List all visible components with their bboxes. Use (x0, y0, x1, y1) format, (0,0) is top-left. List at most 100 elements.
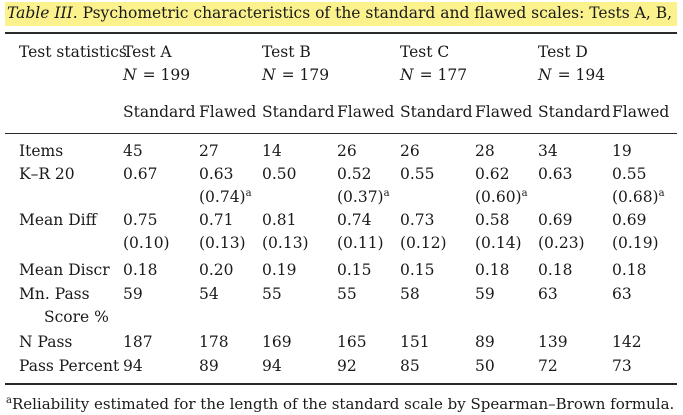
table-cell: 59 (475, 285, 495, 303)
table-cell: 0.63 (199, 165, 234, 183)
row-label: K–R 20 (19, 165, 75, 183)
table-cell: 0.73 (400, 211, 435, 229)
table-cell: 45 (123, 142, 143, 160)
footnote-ref: a (521, 188, 528, 199)
table-cell: 34 (538, 142, 558, 160)
table-cell: 0.62 (475, 165, 510, 183)
table-cell-secondary: (0.13) (199, 233, 246, 253)
secondary-value: (0.19) (612, 234, 659, 252)
table-cell: 0.63 (538, 165, 573, 183)
table-cell: 0.81 (262, 211, 297, 229)
test-header-name: Test C (400, 43, 450, 61)
table-cell: 0.18 (612, 261, 647, 279)
test-header-n: N = 177 (400, 65, 467, 85)
secondary-value: (0.13) (262, 234, 309, 252)
footnote-text: Reliability estimated for the length of … (11, 395, 675, 413)
table-cell: 0.55 (400, 165, 435, 183)
secondary-value: (0.12) (400, 234, 447, 252)
table-cell: 63 (612, 285, 632, 303)
footnote-ref: a (245, 188, 252, 199)
test-header-n: N = 199 (123, 65, 190, 85)
sample-size-label: N (123, 66, 137, 84)
table-cell: 92 (337, 357, 357, 375)
secondary-value: (0.23) (538, 234, 585, 252)
row-label: Mean Diff (19, 211, 97, 229)
column-subheader: Flawed (475, 103, 533, 121)
table-cell: 0.20 (199, 261, 234, 279)
table-cell: 0.19 (262, 261, 297, 279)
table-cell: 0.67 (123, 165, 158, 183)
table-cell: 55 (337, 285, 357, 303)
table-cell: 94 (262, 357, 282, 375)
table-cell: 0.18 (538, 261, 573, 279)
table-cell: 72 (538, 357, 558, 375)
row-label: Mean Discr (19, 261, 110, 279)
table-caption-text: Psychometric characteristics of the stan… (82, 4, 677, 22)
test-header-n: N = 194 (538, 65, 605, 85)
table-cell: 0.71 (199, 211, 234, 229)
table-cell: 0.74 (337, 211, 372, 229)
table-cell-secondary: (0.10) (123, 233, 170, 253)
header-stub: Test statistics (19, 43, 127, 61)
secondary-value: (0.60) (475, 188, 522, 206)
row-label: Pass Percent (19, 357, 120, 375)
table-cell-secondary: (0.11) (337, 233, 384, 253)
table-cell-secondary: (0.68)a (612, 187, 665, 207)
row-label: Score % (44, 308, 109, 326)
table-cell-secondary: (0.60)a (475, 187, 528, 207)
column-subheader: Standard (400, 103, 473, 121)
table-cell: 28 (475, 142, 495, 160)
secondary-value: (0.37) (337, 188, 384, 206)
column-subheader: Standard (123, 103, 196, 121)
column-subheader: Flawed (612, 103, 670, 121)
test-header-name: Test B (262, 43, 311, 61)
table-cell: 89 (475, 333, 495, 351)
table-cell: 55 (262, 285, 282, 303)
sample-size-value: = 177 (419, 66, 468, 84)
table-cell-secondary: (0.74)a (199, 187, 252, 207)
table-cell: 0.55 (612, 165, 647, 183)
sample-size-value: = 194 (557, 66, 606, 84)
table-cell: 89 (199, 357, 219, 375)
footnote-ref: a (658, 188, 665, 199)
table-cell: 0.69 (538, 211, 573, 229)
table-caption: Table III. Psychometric characteristics … (5, 2, 677, 26)
sample-size-label: N (262, 66, 276, 84)
column-subheader: Standard (538, 103, 611, 121)
table-cell: 0.58 (475, 211, 510, 229)
table-cell: 59 (123, 285, 143, 303)
table-cell: 151 (400, 333, 430, 351)
table-cell-secondary: (0.37)a (337, 187, 390, 207)
secondary-value: (0.68) (612, 188, 659, 206)
table-cell: 0.69 (612, 211, 647, 229)
sample-size-label: N (400, 66, 414, 84)
table-cell: 85 (400, 357, 420, 375)
table-cell: 26 (400, 142, 420, 160)
row-label: Items (19, 142, 64, 160)
secondary-value: (0.10) (123, 234, 170, 252)
table-cell: 19 (612, 142, 632, 160)
table-cell-secondary: (0.12) (400, 233, 447, 253)
table-cell: 0.18 (123, 261, 158, 279)
top-rule (5, 32, 677, 34)
table-cell: 0.52 (337, 165, 372, 183)
table-cell: 178 (199, 333, 229, 351)
table-cell: 142 (612, 333, 642, 351)
column-subheader: Flawed (199, 103, 257, 121)
table-cell: 0.15 (337, 261, 372, 279)
table-cell: 63 (538, 285, 558, 303)
table-cell: 73 (612, 357, 632, 375)
table-cell-secondary: (0.14) (475, 233, 522, 253)
row-label: N Pass (19, 333, 73, 351)
table-cell-secondary: (0.13) (262, 233, 309, 253)
table-cell: 26 (337, 142, 357, 160)
footnote-marker: a (6, 395, 12, 406)
test-header-name: Test D (538, 43, 588, 61)
test-header-name: Test A (123, 43, 172, 61)
table-cell: 0.75 (123, 211, 158, 229)
table-cell: 94 (123, 357, 143, 375)
table-cell: 58 (400, 285, 420, 303)
table-cell: 27 (199, 142, 219, 160)
table-cell: 169 (262, 333, 292, 351)
bottom-rule (5, 383, 677, 385)
